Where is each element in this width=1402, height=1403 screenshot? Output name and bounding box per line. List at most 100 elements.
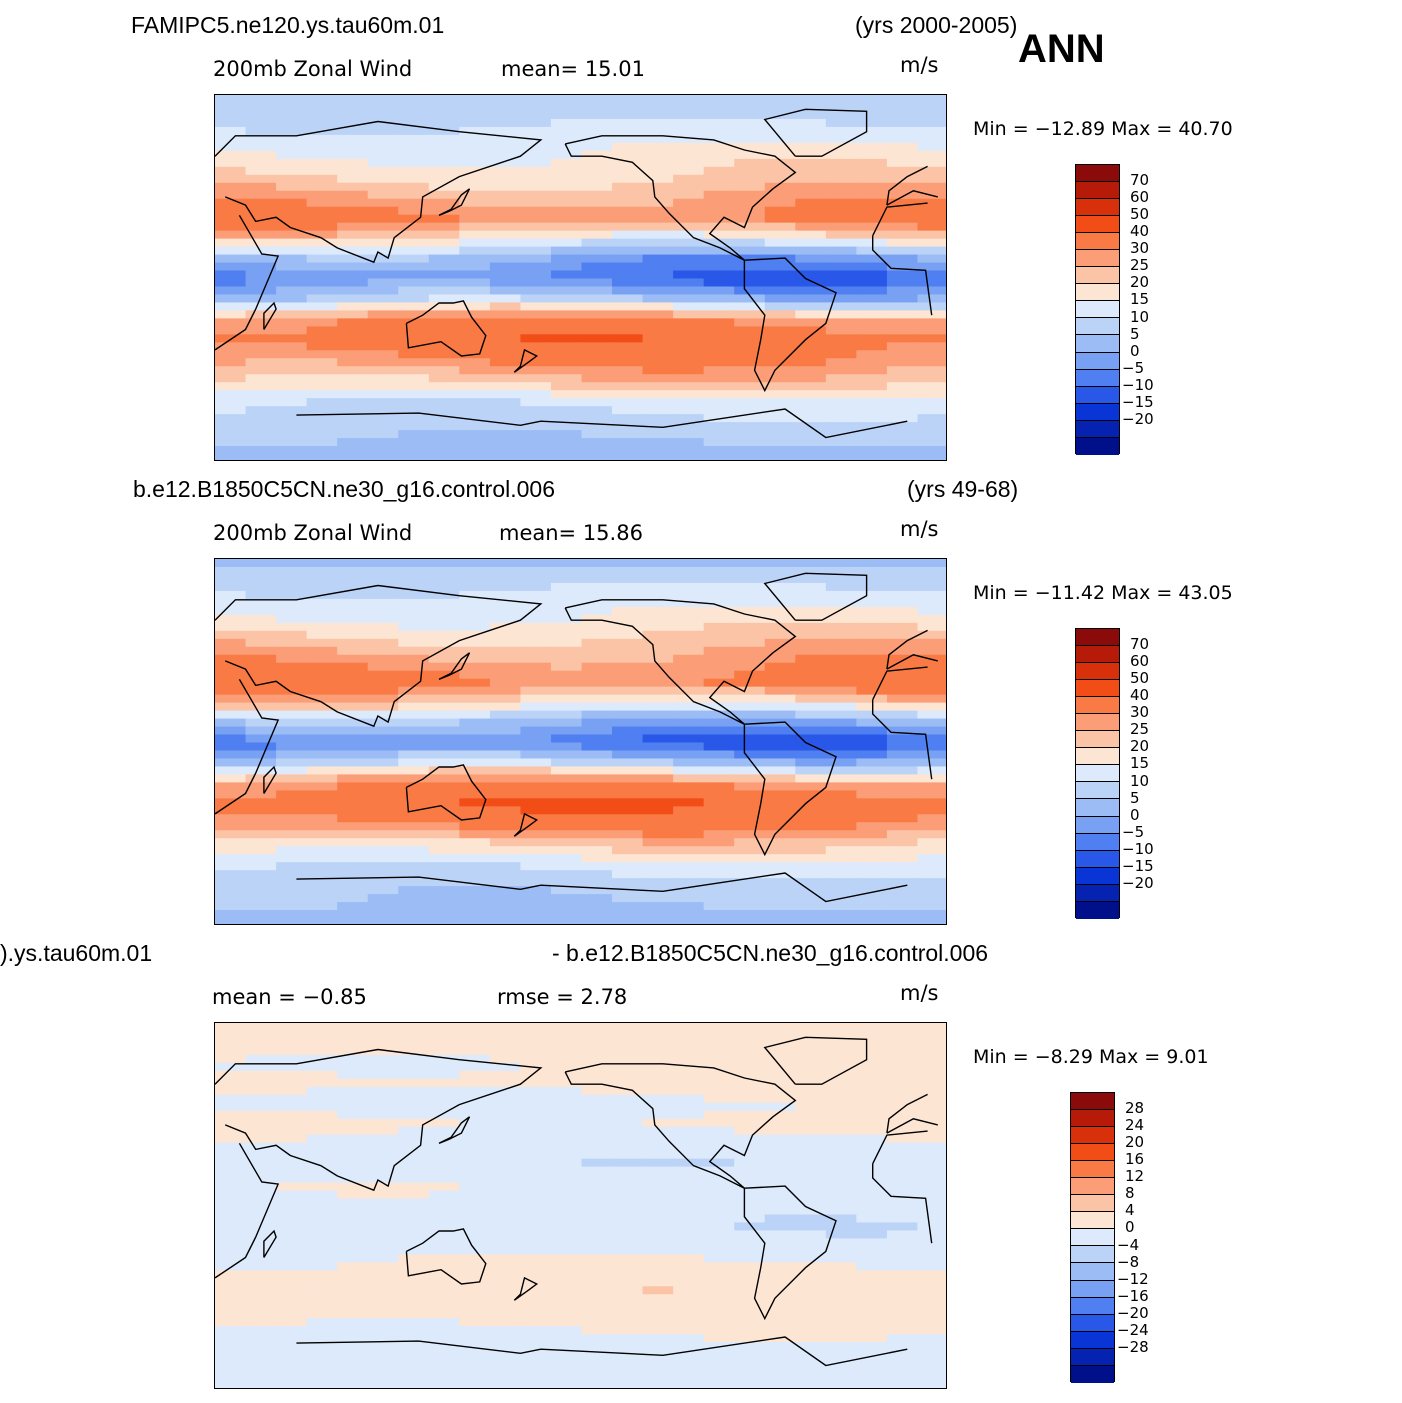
panel3-field-cell [306, 1094, 338, 1104]
panel1-field-cell [642, 238, 674, 248]
panel3-field-cell [367, 1326, 399, 1335]
panel2-field-cell [825, 710, 857, 720]
panel3-field-cell [215, 1046, 247, 1056]
panel1-field-cell [581, 254, 613, 264]
panel2-coastline [743, 721, 837, 857]
panel3-field-cell [459, 1326, 491, 1335]
panel3-field-cell [581, 1070, 613, 1080]
panel2-field-cell [215, 910, 247, 919]
panel1-colorbar-tick-label: 70 [1130, 171, 1150, 190]
panel1-field-cell [428, 262, 460, 272]
panel3-field-cell [215, 1374, 247, 1383]
panel1-field-cell [703, 198, 735, 208]
panel1-field-cell [856, 422, 888, 431]
panel3-field-cell [886, 1110, 919, 1120]
panel2-field-cell [795, 559, 827, 568]
panel2-field-cell [856, 670, 888, 680]
panel2-field-cell [276, 798, 308, 807]
panel3-field-cell [337, 1126, 369, 1136]
panel2-field-cell [703, 606, 735, 616]
panel3-field-cell [276, 1262, 308, 1271]
panel3-field-cell [795, 1054, 827, 1064]
panel2-field-cell [581, 654, 613, 664]
panel2-field-cell [367, 894, 399, 903]
panel3-field-cell [459, 1318, 491, 1327]
panel1-field-cell [612, 174, 644, 184]
panel3-field-cell [764, 1142, 796, 1152]
panel2-field-cell [734, 582, 766, 592]
panel3-field-cell [215, 1278, 247, 1287]
panel2-field-cell [276, 614, 308, 624]
panel3-field-cell [337, 1318, 369, 1327]
panel1-field-cell [306, 438, 338, 447]
panel2-field-cell [764, 902, 796, 911]
panel2-field-cell [489, 822, 522, 831]
panel1-field-cell [337, 270, 369, 280]
panel1-field-cell [703, 302, 735, 312]
panel2-field-cell [917, 758, 946, 768]
panel1-field-cell [642, 118, 674, 128]
panel1-field-cell [337, 390, 369, 399]
panel2-field-cell [703, 678, 735, 688]
panel3-field-cell [459, 1230, 491, 1240]
panel1-field-cell [489, 166, 522, 176]
panel3-field-cell [734, 1358, 766, 1367]
panel2-field-cell [612, 622, 644, 632]
panel1-field-cell [276, 142, 308, 152]
panel1-field-cell [581, 246, 613, 256]
panel2-field-cell [825, 862, 857, 871]
panel2-field-cell [550, 758, 583, 768]
panel2-field-cell [642, 702, 674, 712]
panel3-field-cell [886, 1190, 919, 1200]
panel3-field-cell [489, 1102, 522, 1112]
panel1-field-cell [703, 110, 735, 120]
panel1-colorbar-swatch [1076, 437, 1119, 455]
panel1-field-cell [428, 158, 460, 168]
panel3-field-cell [856, 1278, 888, 1287]
panel1-coastline [743, 257, 837, 393]
panel3-field-cell [795, 1246, 827, 1255]
panel3-field-cell [398, 1102, 430, 1112]
panel1-field-cell [245, 438, 277, 447]
panel2-field-cell [245, 662, 277, 672]
panel3-field-cell [550, 1214, 583, 1224]
panel2-field-cell [886, 806, 919, 815]
panel1-field-cell [367, 134, 399, 144]
panel2-field-cell [642, 814, 674, 823]
panel1-field-cell [215, 190, 247, 200]
panel3-field-cell [642, 1086, 674, 1096]
panel3-field-cell [337, 1246, 369, 1255]
panel3-field-cell [459, 1158, 491, 1168]
panel1-field-cell [764, 398, 796, 407]
panel2-field-cell [398, 918, 430, 924]
panel3-field-cell [215, 1286, 247, 1295]
panel3-field-cell [825, 1342, 857, 1351]
panel3-field-cell [428, 1374, 460, 1383]
panel2-field-cell [612, 718, 644, 728]
panel3-field-cell [215, 1342, 247, 1351]
panel3-field-cell [642, 1318, 674, 1327]
panel3-field-cell [703, 1270, 735, 1279]
panel1-field-cell [734, 446, 766, 455]
panel1-field-cell [764, 230, 796, 240]
panel2-field-cell [917, 870, 946, 879]
panel2-colorbar-tick-label: 60 [1130, 652, 1150, 671]
panel3-field-cell [703, 1366, 735, 1375]
panel1-field-cell [886, 262, 919, 272]
panel3-field-cell [764, 1126, 796, 1136]
panel3-field-cell [245, 1166, 277, 1176]
panel2-field-cell [856, 614, 888, 624]
panel3-field-cell [245, 1238, 277, 1247]
panel2-field-cell [703, 582, 735, 592]
panel3-field-cell [581, 1054, 613, 1064]
panel2-field-cell [398, 910, 430, 919]
panel3-field-cell [489, 1158, 522, 1168]
panel3-field-cell [734, 1310, 766, 1319]
panel3-field-cell [917, 1142, 946, 1152]
panel1-field-cell [642, 182, 674, 192]
panel2-field-cell [215, 846, 247, 855]
panel1-field-cell [550, 406, 583, 415]
panel2-field-cell [856, 782, 888, 791]
panel3-field-cell [459, 1174, 491, 1184]
panel3-field-cell [428, 1174, 460, 1184]
